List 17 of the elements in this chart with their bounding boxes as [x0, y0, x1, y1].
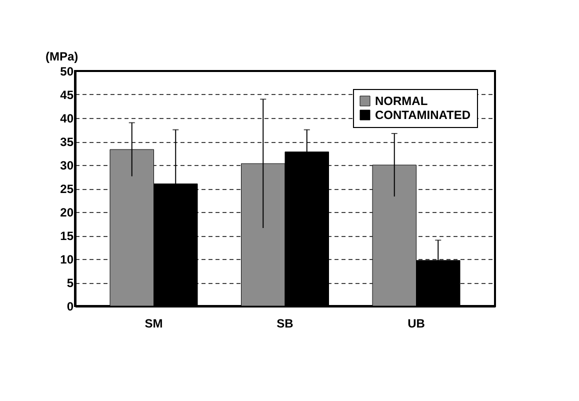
- x-tick-label: UB: [408, 316, 426, 330]
- x-tick-label: SM: [144, 316, 163, 330]
- y-tick-label: 50: [60, 64, 74, 78]
- y-tick-label: 45: [60, 88, 74, 102]
- y-tick-label: 15: [60, 229, 74, 243]
- legend-label: CONTAMINATED: [375, 108, 471, 122]
- y-tick-label: 40: [60, 112, 74, 126]
- y-tick-label: 25: [60, 182, 74, 196]
- y-tick-label: 30: [60, 158, 74, 172]
- y-tick-label: 0: [66, 300, 74, 314]
- y-tick-label: 35: [60, 135, 74, 149]
- legend-label: NORMAL: [375, 94, 428, 108]
- y-axis-title: (MPa): [46, 50, 78, 64]
- y-tick-label: 20: [60, 206, 74, 220]
- x-tick-label: SB: [276, 316, 294, 330]
- y-tick-label: 5: [66, 276, 74, 290]
- y-tick-label: 10: [60, 252, 74, 266]
